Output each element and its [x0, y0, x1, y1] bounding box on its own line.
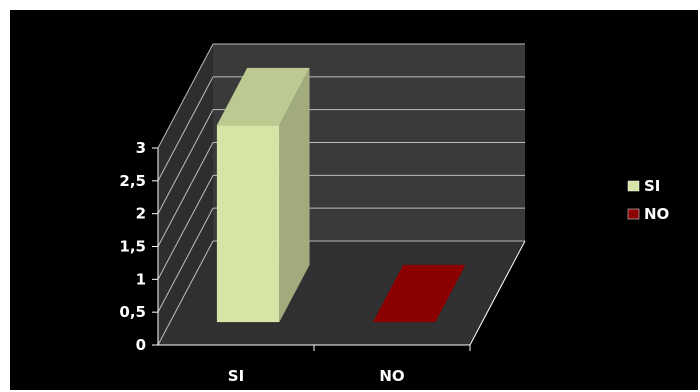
floor-edge-line	[469, 240, 526, 346]
legend-label: SI	[644, 177, 660, 195]
y-tick-label: 3	[136, 139, 146, 157]
legend: SI NO	[627, 177, 669, 223]
bar-top	[216, 67, 310, 126]
gridline-side	[157, 240, 214, 346]
legend-swatch	[627, 208, 640, 220]
x-tick-label: NO	[379, 367, 404, 385]
y-tick-label: 0	[136, 336, 146, 354]
gridline-side	[157, 76, 214, 182]
y-tick-label: 1	[136, 270, 146, 288]
bar-top	[372, 264, 466, 323]
y-axis: 0 0,5 1 1,5 2 2,5 3	[119, 139, 526, 354]
bar-front	[216, 125, 280, 323]
gridline-side	[157, 175, 214, 280]
floor	[158, 240, 525, 345]
gridline-side	[157, 43, 214, 149]
gridline-side	[157, 207, 214, 313]
legend-swatch	[627, 180, 640, 192]
legend-label: NO	[644, 205, 669, 223]
bar-side	[279, 67, 310, 323]
x-axis: SI NO	[228, 345, 471, 385]
y-tick-label: 1,5	[119, 238, 146, 256]
bars	[216, 67, 466, 323]
y-tick-label: 0,5	[119, 303, 146, 321]
bar-NO	[372, 264, 466, 323]
gridline-side	[157, 142, 214, 247]
x-tick-label: SI	[228, 367, 244, 385]
gridline-side	[157, 109, 214, 214]
y-tick-label: 2,5	[119, 172, 146, 190]
y-tick-label: 2	[136, 205, 146, 223]
bar-SI	[216, 67, 310, 323]
